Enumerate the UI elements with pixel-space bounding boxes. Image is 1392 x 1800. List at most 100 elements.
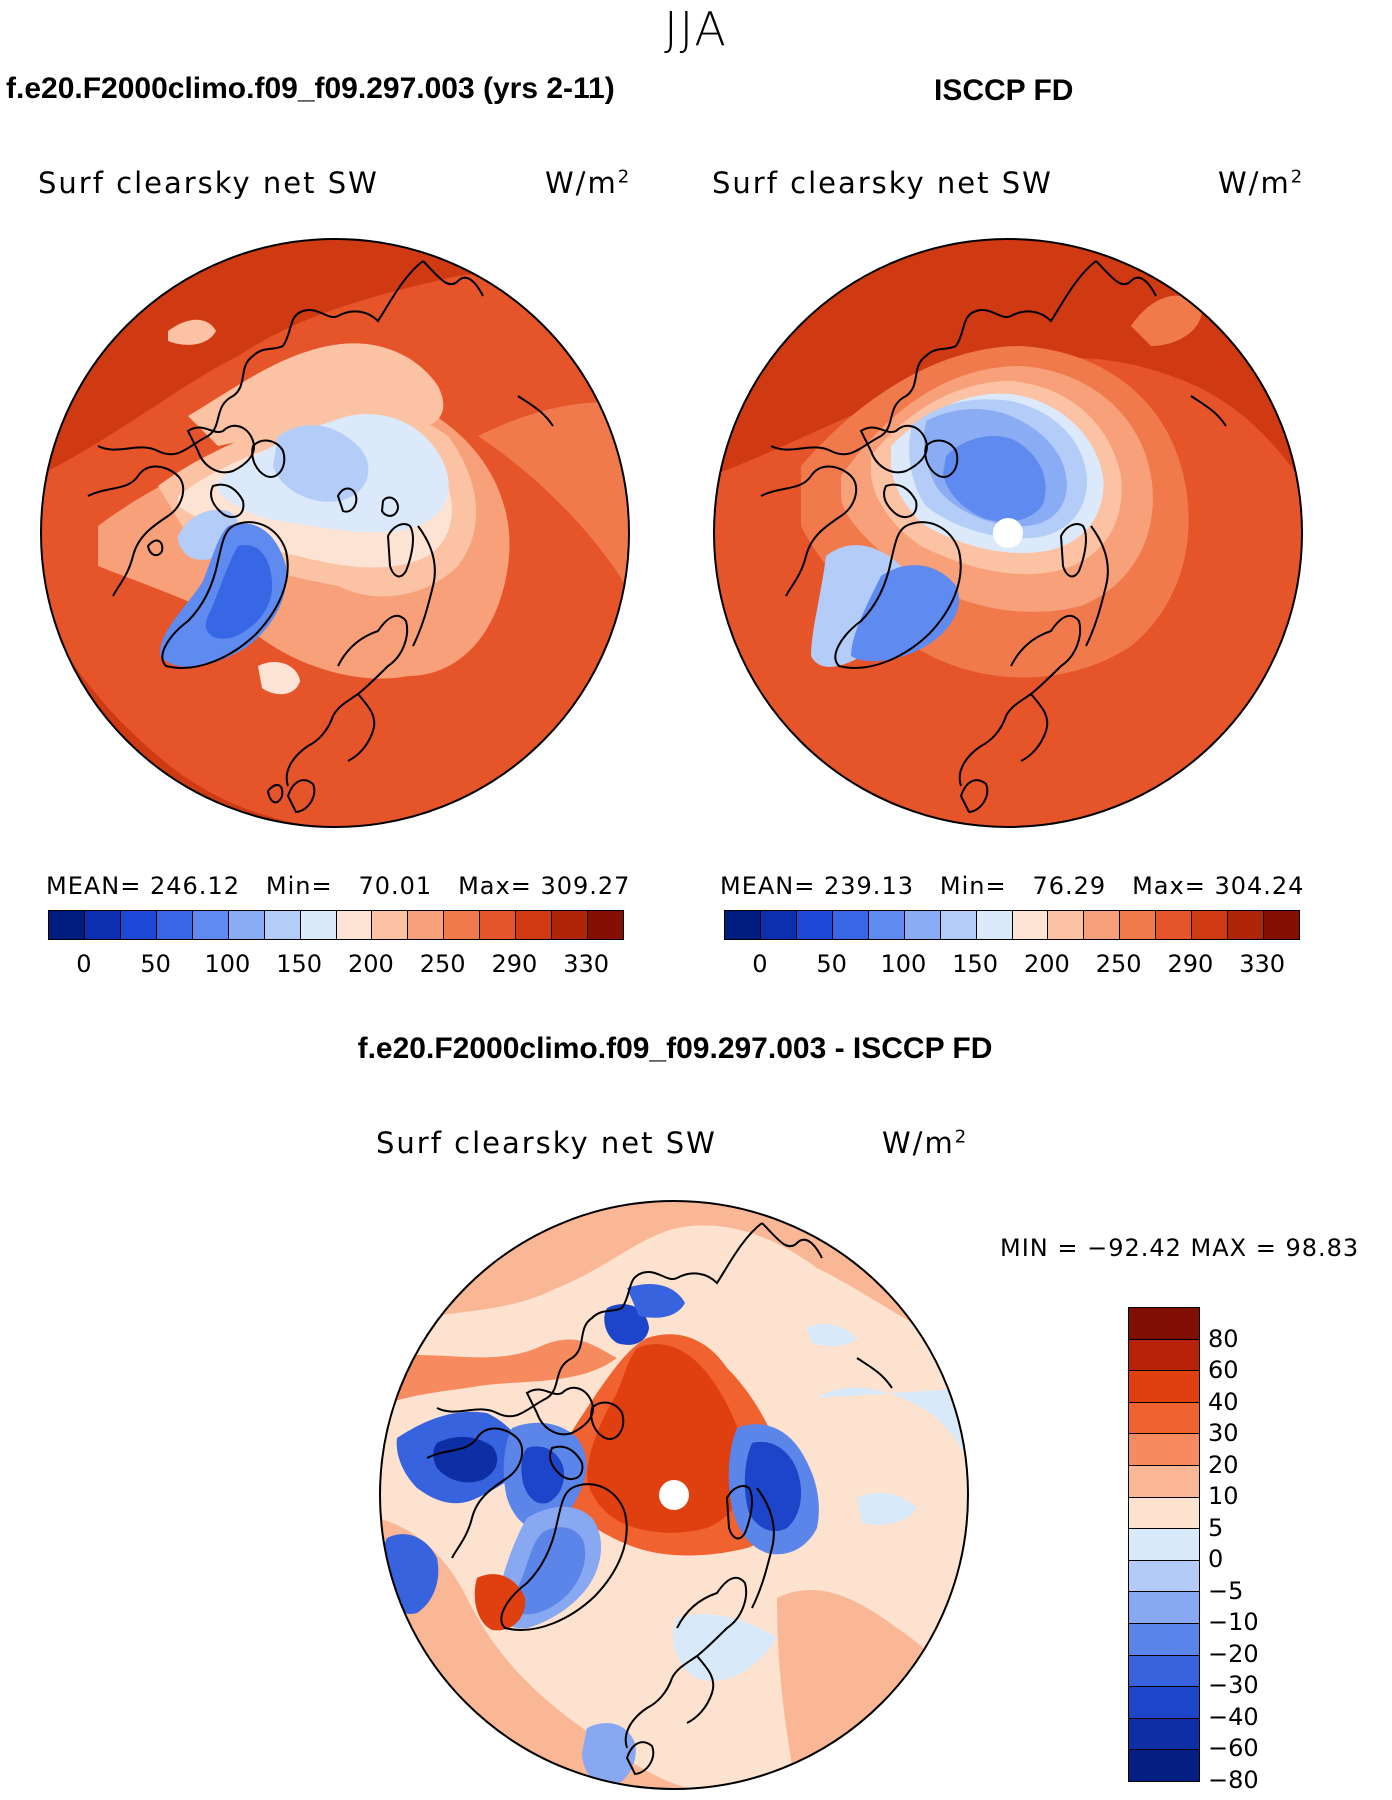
colorbar-tick-label: 5 <box>1208 1513 1224 1542</box>
colorbar-tick-label: 200 <box>347 950 394 978</box>
colorbar-swatch <box>1129 1623 1199 1656</box>
panel1-title: f.e20.F2000climo.f09_f09.297.003 (yrs 2-… <box>6 72 615 105</box>
diff-units: W/m2 <box>882 1126 969 1160</box>
colorbar-tick-label: 0 <box>76 950 92 978</box>
colorbar-tick-label: 50 <box>816 950 847 978</box>
colorbar-tick-label: −60 <box>1208 1734 1259 1763</box>
colorbar-swatch <box>552 911 589 939</box>
colorbar-tick-label: −20 <box>1208 1639 1259 1668</box>
panel2-stats: MEAN= 239.13 Min= 76.29 Max= 304.24 <box>720 872 1305 900</box>
colorbar-swatch <box>976 911 1013 939</box>
diff-colorbar <box>1128 1307 1200 1782</box>
colorbar-tick-label: 40 <box>1208 1387 1239 1416</box>
colorbar-swatch <box>1084 911 1121 939</box>
colorbar-swatch <box>868 911 905 939</box>
colorbar-tick-label: 20 <box>1208 1450 1239 1479</box>
colorbar-swatch <box>796 911 833 939</box>
colorbar-tick-label: 50 <box>140 950 171 978</box>
colorbar-tick-label: −80 <box>1208 1766 1259 1794</box>
colorbar-tick-label: 200 <box>1023 950 1070 978</box>
colorbar-swatch <box>1129 1308 1199 1340</box>
colorbar-tick-label: 100 <box>204 950 251 978</box>
colorbar-swatch <box>228 911 265 939</box>
colorbar-swatch <box>1192 911 1229 939</box>
colorbar-tick-label: 150 <box>952 950 999 978</box>
colorbar-swatch <box>832 911 869 939</box>
colorbar-swatch <box>1129 1560 1199 1593</box>
diff-field-label: Surf clearsky net SW <box>376 1126 717 1160</box>
colorbar-swatch <box>1129 1655 1199 1688</box>
panel1-colorbar <box>48 910 624 940</box>
colorbar-tick-label: 150 <box>276 950 323 978</box>
colorbar-tick-label: 250 <box>1095 950 1142 978</box>
panel2-title: ISCCP FD <box>934 74 1074 107</box>
colorbar-swatch <box>1129 1339 1199 1372</box>
colorbar-swatch <box>264 911 301 939</box>
colorbar-swatch <box>1129 1718 1199 1751</box>
colorbar-swatch <box>904 911 941 939</box>
colorbar-swatch <box>1129 1687 1199 1719</box>
colorbar-swatch <box>588 911 623 939</box>
colorbar-tick-label: 80 <box>1208 1324 1239 1353</box>
colorbar-swatch <box>1129 1371 1199 1403</box>
panel2-units: W/m2 <box>1218 166 1305 200</box>
panel2-colorbar-labels: 0 50 100 150 200 250 290 330 <box>724 950 1298 980</box>
panel2-colorbar <box>724 910 1300 940</box>
colorbar-swatch <box>84 911 121 939</box>
diff-polar-map <box>379 1200 969 1790</box>
colorbar-swatch <box>1156 911 1193 939</box>
colorbar-swatch <box>1129 1497 1199 1530</box>
colorbar-swatch <box>516 911 553 939</box>
colorbar-tick-label: −40 <box>1208 1702 1259 1731</box>
colorbar-tick-label: 330 <box>563 950 610 978</box>
diff-coastlines <box>426 1222 893 1776</box>
colorbar-swatch <box>480 911 517 939</box>
colorbar-swatch <box>300 911 337 939</box>
colorbar-tick-label: 30 <box>1208 1419 1239 1448</box>
panel1-colorbar-labels: 0 50 100 150 200 250 290 330 <box>48 950 622 980</box>
colorbar-swatch <box>1048 911 1085 939</box>
colorbar-swatch <box>408 911 445 939</box>
colorbar-tick-label: 0 <box>752 950 768 978</box>
panel1-units: W/m2 <box>545 166 632 200</box>
colorbar-swatch <box>1129 1592 1199 1624</box>
colorbar-tick-label: 60 <box>1208 1356 1239 1385</box>
colorbar-swatch <box>1129 1750 1199 1781</box>
panel1-stats: MEAN= 246.12 Min= 70.01 Max= 309.27 <box>46 872 631 900</box>
diff-colorbar-labels: 80 60 40 30 20 10 5 0 −5 −10 −20 −30 −40 −60 −80 <box>1208 1307 1308 1794</box>
colorbar-tick-label: −5 <box>1208 1576 1244 1605</box>
colorbar-swatch <box>1228 911 1265 939</box>
colorbar-swatch <box>1012 911 1049 939</box>
colorbar-tick-label: 290 <box>491 950 538 978</box>
diff-minmax: MIN = −92.42 MAX = 98.83 <box>1000 1234 1360 1262</box>
diff-title: f.e20.F2000climo.f09_f09.297.003 - ISCCP… <box>357 1032 993 1065</box>
colorbar-tick-label: 330 <box>1239 950 1286 978</box>
colorbar-tick-label: 100 <box>880 950 927 978</box>
colorbar-swatch <box>156 911 193 939</box>
colorbar-tick-label: 290 <box>1167 950 1214 978</box>
colorbar-swatch <box>49 911 85 939</box>
colorbar-swatch <box>192 911 229 939</box>
colorbar-swatch <box>1120 911 1157 939</box>
panel2-polar-map <box>713 238 1303 828</box>
colorbar-swatch <box>1129 1434 1199 1466</box>
colorbar-swatch <box>336 911 373 939</box>
colorbar-swatch <box>760 911 797 939</box>
colorbar-tick-label: 0 <box>1208 1545 1224 1574</box>
colorbar-tick-label: 10 <box>1208 1482 1239 1511</box>
panel1-field-label: Surf clearsky net SW <box>38 166 379 200</box>
panel2-field-label: Surf clearsky net SW <box>712 166 1053 200</box>
colorbar-tick-label: 250 <box>419 950 466 978</box>
colorbar-swatch <box>725 911 761 939</box>
colorbar-swatch <box>1264 911 1299 939</box>
panel1-coastlines <box>87 260 554 814</box>
colorbar-swatch <box>1129 1465 1199 1498</box>
colorbar-tick-label: −10 <box>1208 1608 1259 1637</box>
colorbar-tick-label: −30 <box>1208 1671 1259 1700</box>
panel1-polar-map <box>40 238 630 828</box>
colorbar-swatch <box>444 911 481 939</box>
colorbar-swatch <box>940 911 977 939</box>
colorbar-swatch <box>372 911 409 939</box>
season-title: JJA <box>664 2 728 56</box>
colorbar-swatch <box>1129 1529 1199 1561</box>
